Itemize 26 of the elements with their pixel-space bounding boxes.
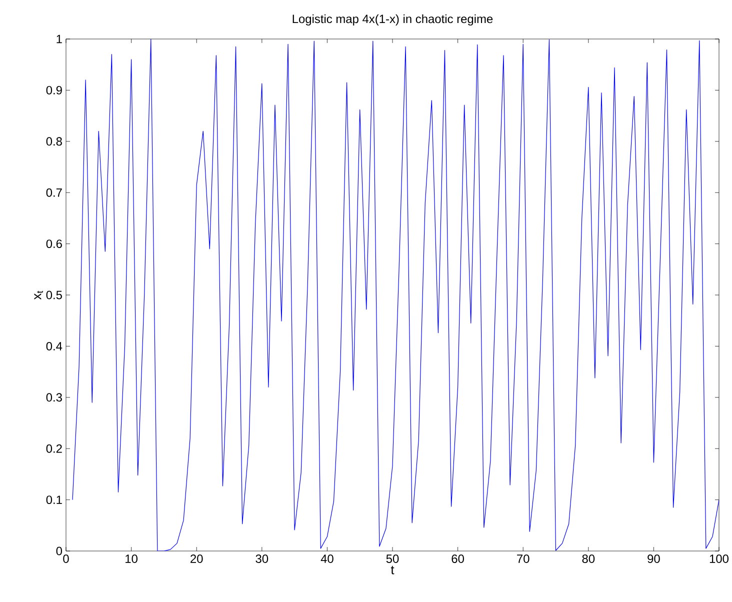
y-tick-label: 0.5 (46, 290, 62, 300)
y-tick-label: 0.9 (46, 86, 62, 94)
y-tick-label: 0.8 (46, 137, 62, 146)
x-tick-label: 60 (452, 554, 464, 563)
x-tick-label: 30 (256, 554, 268, 563)
x-tick-label: 20 (190, 554, 203, 563)
y-tick-label: 0.2 (46, 444, 62, 453)
x-tick-label: 100 (710, 554, 729, 563)
y-tick-label: 0.3 (46, 393, 62, 402)
line-series (72, 38, 720, 551)
y-tick-label: 0.1 (46, 496, 62, 504)
y-tick-label: 0.7 (46, 188, 62, 197)
x-tick-label: 90 (648, 554, 660, 563)
y-tick-label: 0.4 (46, 342, 62, 350)
y-tick-label: 1 (56, 34, 62, 44)
x-tick-label: 40 (320, 554, 334, 563)
y-axis-title: x$_{t}$ (34, 290, 44, 300)
x-tick-label: 80 (582, 554, 595, 563)
x-tick-label: 0 (63, 554, 69, 563)
y-tick-label: 0 (56, 546, 62, 556)
x-axis-title: t (390, 566, 394, 574)
x-tick-label: 70 (517, 554, 530, 563)
y-tick-label: 0.6 (46, 240, 62, 248)
x-tick-label: 50 (386, 554, 399, 563)
chart-title: Logistic map 4x(1-x) in chaotic regime (292, 14, 493, 26)
x-tick-label: 10 (126, 554, 138, 563)
